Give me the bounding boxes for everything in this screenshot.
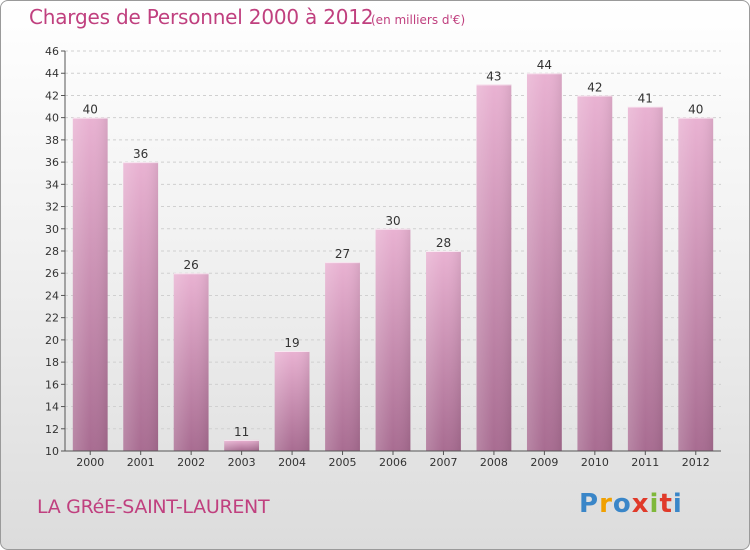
x-tick-label: 2006 xyxy=(379,456,407,469)
bar-value-label: 44 xyxy=(537,58,552,72)
x-tick-label: 2009 xyxy=(530,456,558,469)
brand-letter: r xyxy=(599,489,613,519)
y-tick-label: 14 xyxy=(45,401,59,414)
y-tick-label: 32 xyxy=(45,201,59,214)
bar-value-label: 26 xyxy=(184,258,199,272)
x-tick-label: 2005 xyxy=(329,456,357,469)
bar-value-label: 43 xyxy=(486,69,501,83)
commune-name: LA GRéE-SAINT-LAURENT xyxy=(37,496,270,518)
bar-sheen xyxy=(426,251,461,451)
chart-subtitle: (en milliers d'€) xyxy=(371,13,466,27)
y-tick-label: 24 xyxy=(45,289,59,302)
y-tick-label: 44 xyxy=(45,67,59,80)
bar-value-label: 36 xyxy=(133,147,148,161)
y-tick-label: 46 xyxy=(45,45,59,58)
y-tick-label: 38 xyxy=(45,134,59,147)
x-tick-label: 2000 xyxy=(76,456,104,469)
brand-letter: t xyxy=(659,489,673,519)
bar-value-label: 27 xyxy=(335,247,350,261)
bar-value-label: 42 xyxy=(587,80,602,94)
bar-sheen xyxy=(526,73,562,451)
y-tick-label: 36 xyxy=(45,156,59,169)
y-tick-label: 20 xyxy=(45,334,59,347)
x-tick-label: 2001 xyxy=(127,456,155,469)
proxiti-logo: Proxiti xyxy=(579,489,683,519)
bar-value-label: 28 xyxy=(436,236,451,250)
chart-title: Charges de Personnel 2000 à 2012 xyxy=(29,5,374,29)
x-tick-label: 2003 xyxy=(228,456,256,469)
brand-letter: i xyxy=(672,489,683,519)
bar-sheen xyxy=(627,106,663,452)
bar-sheen xyxy=(577,95,613,451)
bar-sheen xyxy=(72,117,108,452)
x-tick-label: 2007 xyxy=(429,456,457,469)
x-tick-label: 2002 xyxy=(177,456,205,469)
bar-value-label: 30 xyxy=(385,214,400,228)
bar-value-label: 11 xyxy=(234,425,249,439)
bar-sheen xyxy=(123,162,159,451)
y-tick-label: 12 xyxy=(45,423,59,436)
x-tick-label: 2008 xyxy=(480,456,508,469)
bar-sheen xyxy=(678,117,714,452)
bar-sheen xyxy=(375,228,411,451)
y-tick-label: 40 xyxy=(45,112,59,125)
y-tick-label: 30 xyxy=(45,223,59,236)
brand-letter: x xyxy=(631,489,650,519)
brand-letter: o xyxy=(612,489,632,519)
x-tick-label: 2012 xyxy=(682,456,710,469)
brand-letter: i xyxy=(649,489,660,519)
bar-value-label: 40 xyxy=(83,103,98,117)
bar-sheen xyxy=(173,273,209,451)
brand-letter: P xyxy=(579,489,600,519)
y-tick-label: 10 xyxy=(45,445,59,458)
bar-value-label: 41 xyxy=(638,92,653,106)
y-tick-label: 16 xyxy=(45,378,59,391)
bar-sheen xyxy=(224,439,260,451)
y-tick-label: 42 xyxy=(45,89,59,102)
bar-sheen xyxy=(274,351,310,451)
y-tick-label: 28 xyxy=(45,245,59,258)
x-tick-label: 2004 xyxy=(278,456,306,469)
x-tick-label: 2010 xyxy=(581,456,609,469)
x-tick-label: 2011 xyxy=(631,456,659,469)
y-tick-label: 26 xyxy=(45,267,59,280)
bar-sheen xyxy=(325,262,360,451)
bar-value-label: 40 xyxy=(688,103,703,117)
bar-value-label: 19 xyxy=(284,336,299,350)
bar-sheen xyxy=(476,84,512,451)
y-tick-label: 18 xyxy=(45,356,59,369)
y-tick-label: 34 xyxy=(45,178,59,191)
y-tick-label: 22 xyxy=(45,312,59,325)
